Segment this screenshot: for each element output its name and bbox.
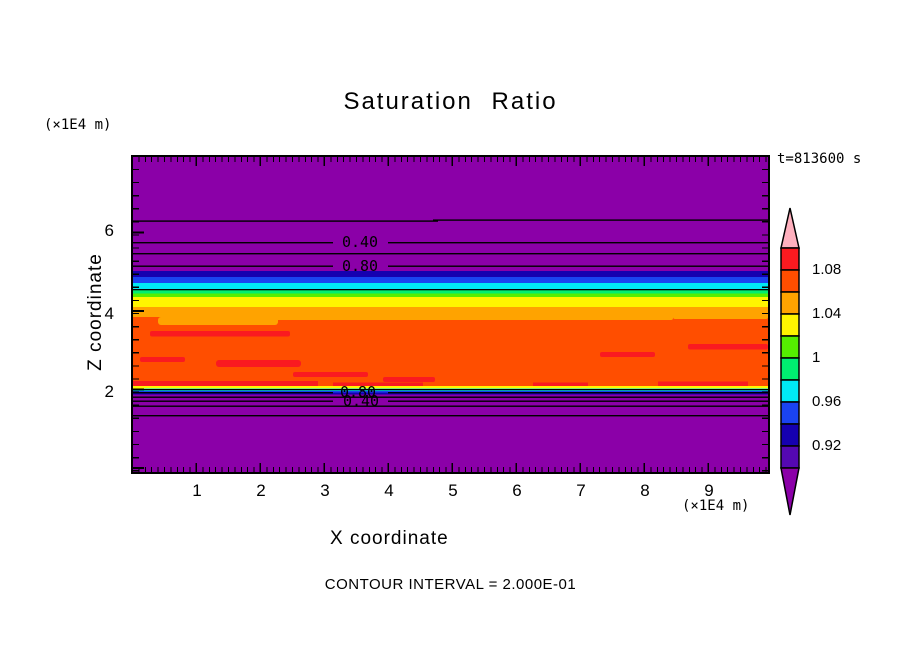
contour-label-0.8-upper: 0.80 (342, 257, 378, 275)
time-annotation: t=813600 s (777, 151, 862, 167)
contour-plot-area: 0.40 0.80 0.80 0.40 (131, 155, 770, 474)
contour-line-0.8-upper (388, 265, 768, 267)
y-axis-unit-label: (×1E4 m) (44, 117, 112, 133)
x-tick-label: 7 (576, 481, 586, 500)
contour-label-0.4-upper: 0.40 (342, 233, 378, 251)
x-axis-title: X coordinate (330, 528, 449, 549)
band-navy-upper (133, 271, 768, 277)
band-navy-lower (133, 392, 768, 395)
band-cyan-upper (133, 283, 768, 290)
contour-line-0.8-upper (133, 265, 333, 267)
x-axis-tick-labels: 1 2 3 4 5 6 7 8 9 (133, 481, 793, 503)
colorbar-segment-orange (780, 291, 800, 315)
contour-line-0.6-upper (133, 253, 768, 255)
band-blue-upper (133, 277, 768, 283)
red-streak (140, 357, 185, 362)
y-tick-label: 2 (104, 382, 114, 401)
band-orange-upper (133, 307, 768, 317)
colorbar-tick-label: 1.08 (812, 261, 842, 278)
contour-line-1.0-upper (133, 289, 768, 291)
contour-plot: 0.40 0.80 0.80 0.40 (133, 157, 768, 472)
x-tick-label: 4 (384, 481, 394, 500)
colorbar-above-range-arrow (780, 207, 800, 249)
chart-title: Saturation Ratio (343, 88, 558, 115)
orange-streak (273, 315, 673, 320)
x-tick-label: 3 (320, 481, 330, 500)
contour-line-0.4-lower (133, 400, 333, 402)
contour-interval-note: CONTOUR INTERVAL = 2.000E-01 (324, 576, 577, 593)
y-axis-tick-labels: 6 4 2 (92, 155, 116, 470)
red-streak (688, 344, 768, 350)
x-tick-label: 8 (640, 481, 650, 500)
colorbar-segment-green (780, 335, 800, 359)
band-green-upper (133, 293, 768, 297)
red-streak (600, 352, 655, 357)
band-yellow-lower (133, 386, 768, 389)
x-tick-label: 9 (704, 481, 714, 500)
red-streak (383, 377, 435, 382)
contour-line-0.2-upper (133, 220, 438, 222)
x-axis-unit-label: (×1E4 m) (682, 498, 750, 514)
colorbar-segment-red (780, 247, 800, 271)
orange-streak (158, 317, 278, 325)
red-streak (133, 381, 318, 387)
colorbar-segment-yellow (780, 313, 800, 337)
colorbar-segment-violet (780, 445, 800, 469)
colorbar-segment-springgreen (780, 357, 800, 381)
contour-line-0.4-lower (388, 400, 768, 402)
colorbar-segment-navy (780, 423, 800, 447)
contour-line-0.8-lower (133, 392, 333, 394)
colorbar-tick-label: 0.96 (812, 393, 842, 410)
contour-line-0.2-upper (433, 219, 768, 221)
band-yellow-upper (133, 297, 768, 307)
colorbar-tick-label: 1.04 (812, 305, 842, 322)
red-streak (293, 372, 368, 377)
x-tick-label: 1 (192, 481, 202, 500)
band-blue-lower (133, 391, 768, 393)
x-tick-label: 2 (256, 481, 266, 500)
y-tick-label: 6 (104, 221, 114, 240)
colorbar-segment-blue (780, 401, 800, 425)
contour-line-0.4-upper (133, 242, 333, 244)
y-tick-label: 4 (104, 304, 114, 323)
band-springgreen-upper (133, 289, 768, 294)
contour-line-0.6-lower (133, 396, 768, 398)
contour-label-0.8-lower: 0.80 (340, 383, 376, 401)
red-streak (150, 331, 290, 337)
contour-line-0.8-lower (388, 392, 768, 394)
contour-line-0.4-upper (388, 242, 768, 244)
contour-label-0.4-lower: 0.40 (343, 392, 379, 410)
contour-line-0.2-lower (133, 405, 768, 407)
red-streak (533, 382, 588, 386)
red-streak (333, 382, 423, 386)
x-tick-label: 5 (448, 481, 458, 500)
x-tick-label: 6 (512, 481, 522, 500)
red-streak (216, 360, 301, 367)
colorbar (780, 207, 800, 516)
colorbar-segment-orangered (780, 269, 800, 293)
orange-streak (673, 313, 768, 319)
colorbar-segment-cyan (780, 379, 800, 403)
contour-line-1.0-lower (133, 389, 768, 391)
red-streak (658, 381, 748, 386)
colorbar-tick-label: 1 (812, 349, 821, 366)
band-orangered-core (133, 317, 768, 386)
contour-line-lowest (133, 415, 768, 417)
colorbar-tick-label: 0.92 (812, 437, 842, 454)
colorbar-below-range-arrow (780, 467, 800, 516)
